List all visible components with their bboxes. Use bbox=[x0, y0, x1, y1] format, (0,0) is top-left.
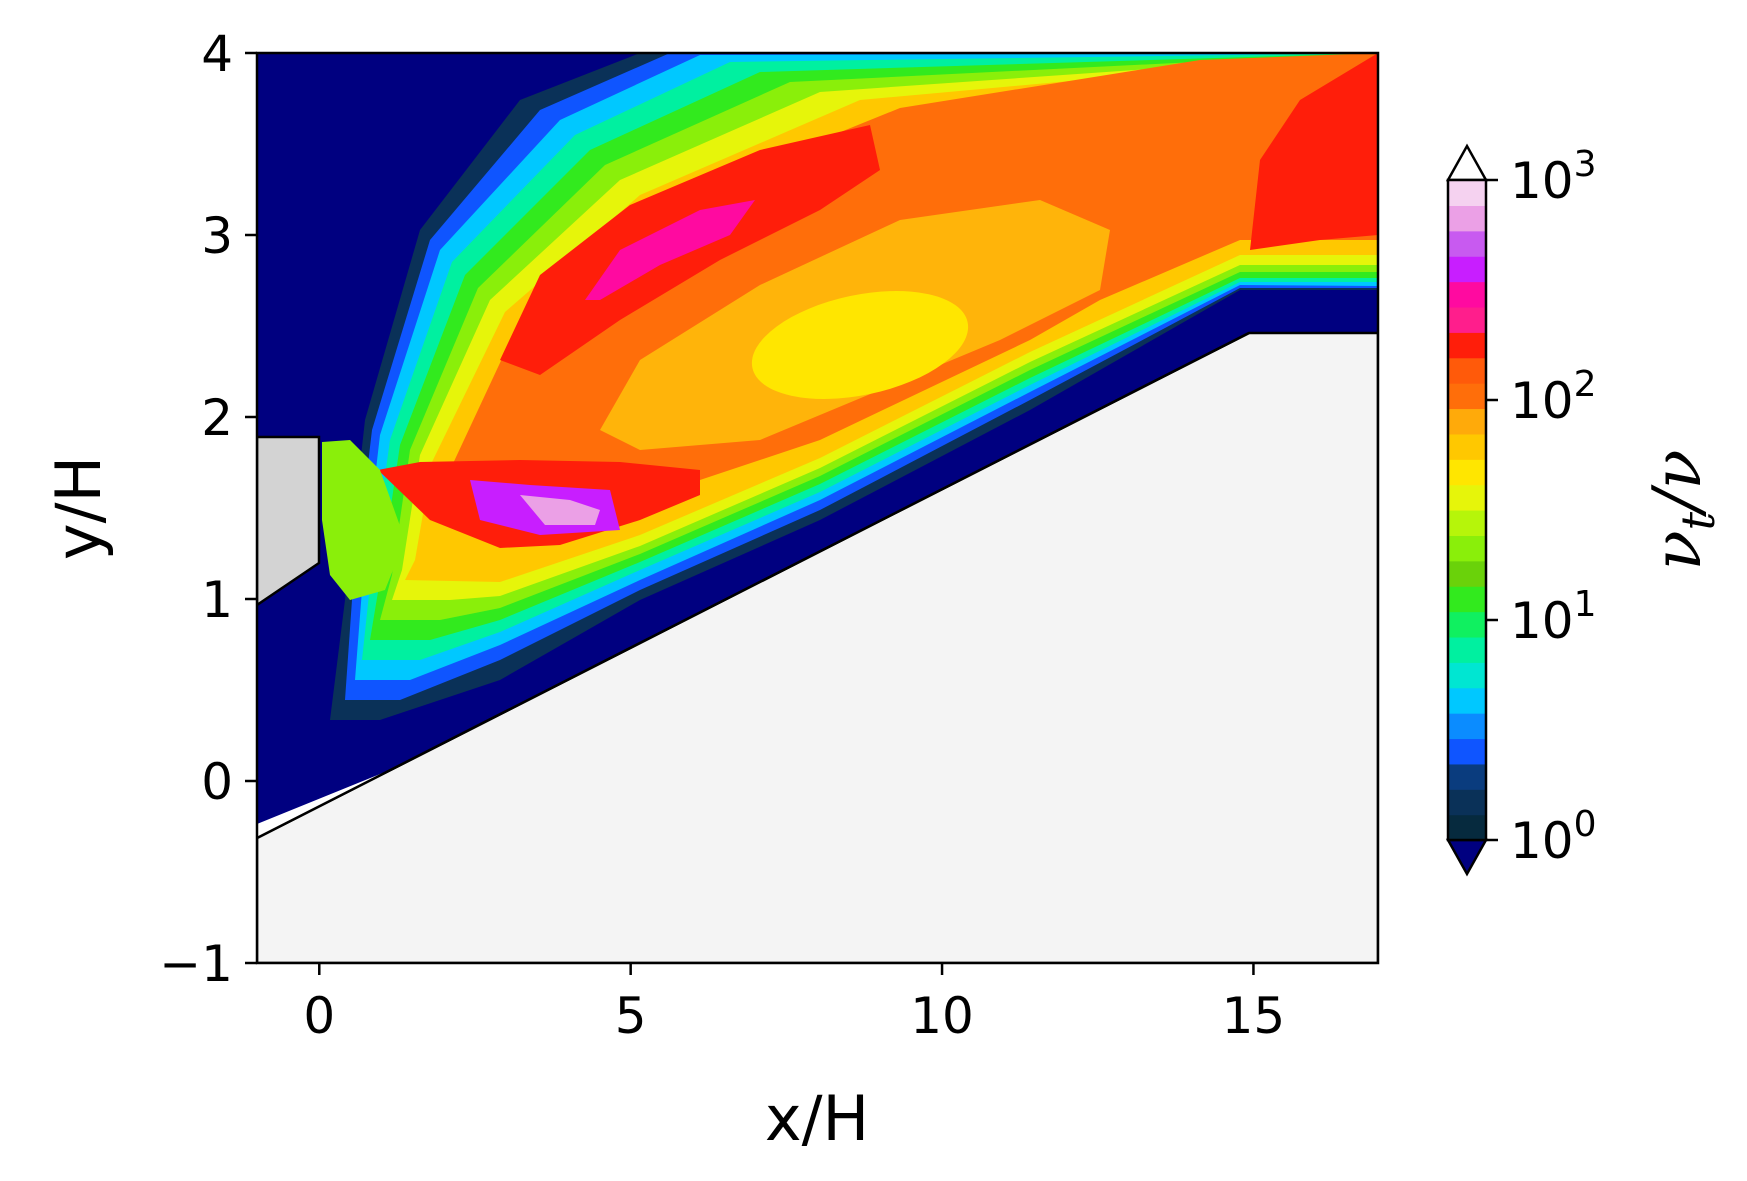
colorbar-band bbox=[1448, 281, 1486, 308]
plot-area bbox=[257, 53, 1378, 963]
colorbar-band bbox=[1448, 611, 1486, 638]
colorbar-tick-label: 101 bbox=[1510, 584, 1597, 650]
colorbar-band bbox=[1448, 687, 1486, 714]
colorbar-tick-label: 100 bbox=[1510, 804, 1597, 870]
x-axis-label: x/H bbox=[765, 1082, 869, 1155]
colorbar-band bbox=[1448, 357, 1486, 384]
wall-edge bbox=[257, 331, 1250, 840]
y-axis-label: y/H bbox=[42, 456, 115, 560]
y-tick-label: 1 bbox=[201, 571, 233, 629]
colorbar-band bbox=[1448, 738, 1486, 765]
colorbar-band bbox=[1448, 662, 1486, 689]
colorbar-band bbox=[1448, 408, 1486, 435]
y-tick-label: 3 bbox=[201, 207, 233, 265]
colorbar-band bbox=[1448, 433, 1486, 460]
colorbar-band bbox=[1448, 636, 1486, 663]
contour-band-magenta-upper bbox=[585, 200, 755, 300]
contour-band-pink-lower bbox=[520, 495, 600, 525]
colorbar-band bbox=[1448, 205, 1486, 232]
colorbar-extend-over bbox=[1445, 143, 1489, 182]
y-tick-label: 2 bbox=[201, 389, 233, 447]
contour-band-red-right bbox=[1250, 53, 1378, 250]
y-tick-label: −1 bbox=[159, 935, 233, 993]
colorbar-label-tail: /ν bbox=[1639, 450, 1716, 518]
colorbar: 100 101 102 103 νt/ν bbox=[1445, 143, 1725, 877]
x-tick-label: 15 bbox=[1222, 987, 1286, 1045]
colorbar-band bbox=[1448, 332, 1486, 359]
contour-band-inlet-green bbox=[322, 440, 405, 600]
colorbar-band bbox=[1448, 306, 1486, 333]
contour-core-yellow bbox=[751, 291, 969, 399]
colorbar-band bbox=[1448, 230, 1486, 257]
y-tick-label: 0 bbox=[201, 753, 233, 811]
colorbar-tick-label: 102 bbox=[1510, 364, 1597, 430]
x-ticks: 0 5 10 15 bbox=[303, 963, 1285, 1045]
colorbar-band bbox=[1448, 383, 1486, 410]
colorbar-extend-under bbox=[1445, 838, 1489, 877]
colorbar-band bbox=[1448, 459, 1486, 486]
colorbar-band bbox=[1448, 814, 1486, 841]
colorbar-band bbox=[1448, 560, 1486, 587]
colorbar-frame bbox=[1446, 178, 1488, 842]
colorbar-band bbox=[1448, 586, 1486, 613]
y-ticks: −1 0 1 2 3 4 bbox=[159, 25, 257, 993]
colorbar-band bbox=[1448, 180, 1486, 206]
colorbar-ticks: 100 101 102 103 bbox=[1486, 144, 1597, 870]
y-tick-label: 4 bbox=[201, 25, 233, 83]
colorbar-band bbox=[1448, 510, 1486, 536]
colorbar-band bbox=[1448, 535, 1486, 562]
x-tick-label: 5 bbox=[615, 987, 647, 1045]
colorbar-tick-label: 103 bbox=[1510, 144, 1597, 210]
contour-field bbox=[322, 53, 1378, 720]
axes-frame bbox=[255, 51, 1380, 965]
colorbar-label: νt/ν bbox=[1639, 450, 1725, 571]
colorbar-band bbox=[1448, 484, 1486, 511]
x-tick-label: 10 bbox=[910, 987, 974, 1045]
colorbar-band bbox=[1448, 763, 1486, 790]
colorbar-label-base: ν bbox=[1639, 530, 1716, 570]
x-tick-label: 0 bbox=[303, 987, 335, 1045]
inlet-block bbox=[257, 435, 321, 607]
colorbar-band bbox=[1448, 789, 1486, 816]
colorbar-band bbox=[1448, 256, 1486, 283]
colorbar-label-sub: t bbox=[1671, 511, 1725, 530]
colorbar-bands bbox=[1448, 180, 1486, 841]
colorbar-band bbox=[1448, 713, 1486, 740]
